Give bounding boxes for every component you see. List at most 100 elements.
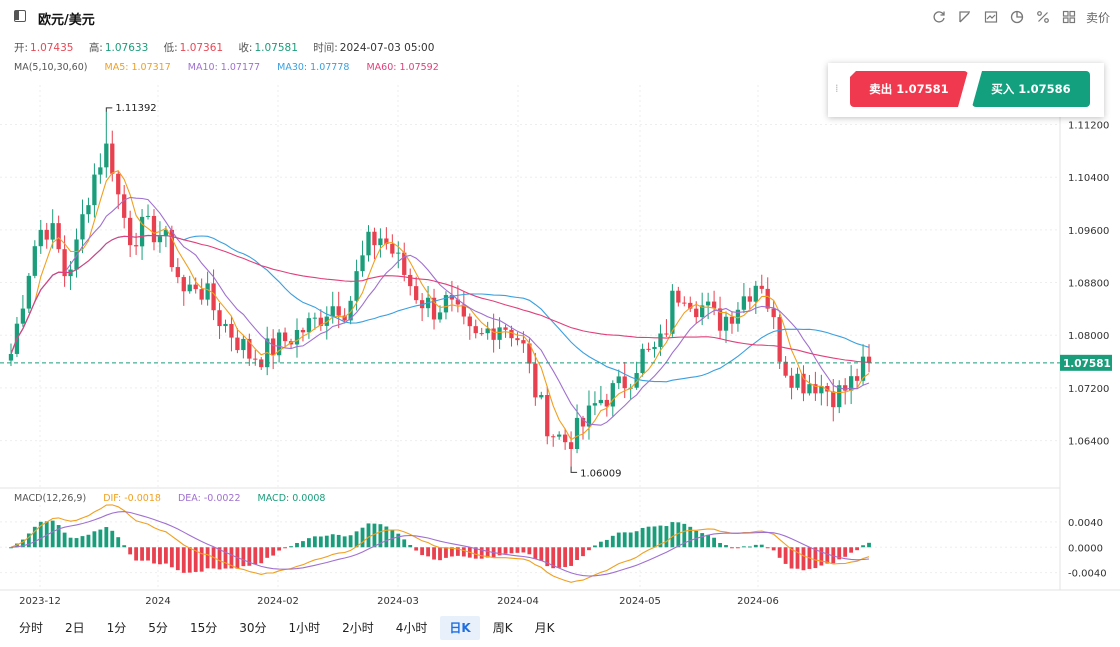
candle-body	[527, 343, 532, 364]
candle-body	[408, 274, 413, 287]
macd-bar	[193, 547, 198, 572]
candle-body	[342, 315, 347, 321]
macd-bar	[587, 547, 591, 551]
candle-body	[741, 296, 747, 310]
period-tab-11[interactable]: 月K	[534, 621, 555, 635]
percent-icon[interactable]	[1032, 7, 1054, 27]
candle-body	[461, 304, 466, 317]
macd-bar	[259, 547, 264, 564]
macd-bar	[32, 526, 37, 548]
period-tab-9[interactable]: 日K	[440, 616, 480, 640]
candle-body	[539, 395, 544, 398]
macd-bar	[747, 546, 752, 548]
indicator-icon[interactable]	[980, 7, 1002, 27]
macd-bar	[795, 547, 800, 569]
macd-bar	[730, 547, 734, 549]
candle-body	[676, 290, 681, 303]
period-tab-8[interactable]: 4小时	[395, 621, 428, 635]
candle-body	[324, 316, 329, 326]
period-tab-0[interactable]: 分时	[19, 621, 44, 635]
candle-body	[473, 326, 478, 334]
period-tab-7[interactable]: 2小时	[342, 621, 374, 635]
macd-bar	[247, 547, 252, 566]
candle-body	[318, 317, 323, 326]
macd-bar	[473, 547, 478, 559]
macd-bar	[700, 533, 705, 548]
macd-bar	[688, 526, 693, 548]
macd-bar	[187, 547, 192, 573]
buy-button[interactable]: 买入 1.07586	[972, 71, 1090, 107]
candle-body	[443, 295, 449, 313]
macd-bar	[503, 547, 508, 554]
candle-body	[843, 385, 848, 391]
macd-bar	[152, 547, 156, 564]
period-tab-6[interactable]: 1小时	[288, 621, 321, 635]
candle-body	[598, 399, 604, 404]
candle-body	[580, 417, 586, 427]
candle-body	[86, 205, 91, 215]
macd-bar	[533, 547, 538, 560]
candle-body	[753, 285, 758, 302]
macd-legend: MACD(12,26,9) DIF: -0.0018 DEA: -0.0022 …	[14, 493, 339, 504]
candle-body	[253, 358, 258, 360]
sell-price-toggle[interactable]: 卖价	[1085, 10, 1110, 25]
candle-body	[723, 316, 729, 331]
ma30-value: MA30: 1.07778	[277, 62, 350, 73]
macd-bar	[432, 547, 436, 560]
high-label: 高:	[88, 42, 103, 54]
x-tick-label: 2024-05	[619, 596, 661, 607]
open-label: 开:	[14, 42, 29, 54]
macd-bar	[134, 547, 139, 561]
candle-body	[831, 391, 836, 408]
macd-bar	[616, 532, 621, 548]
candle-body	[348, 300, 353, 321]
macd-bar	[515, 547, 520, 553]
candle-body	[503, 327, 508, 330]
close-value: 1.07581	[254, 42, 298, 54]
macd-bar	[783, 547, 788, 564]
period-tab-5[interactable]: 30分	[239, 621, 267, 635]
candle-body	[294, 329, 300, 345]
pie-icon[interactable]	[1006, 7, 1028, 27]
macd-tick-label: 0.0000	[1068, 543, 1103, 554]
macd-bar	[128, 547, 133, 555]
macd-bar	[485, 547, 490, 558]
macd-bar	[855, 547, 860, 551]
macd-bar	[444, 547, 448, 558]
refresh-icon[interactable]	[928, 7, 950, 27]
candle-body	[562, 434, 568, 443]
period-tab-10[interactable]: 周K	[492, 621, 513, 635]
sidebar-toggle-icon[interactable]	[14, 10, 26, 22]
candle-body	[467, 316, 472, 327]
toolbar: 卖价	[928, 7, 1112, 27]
candle-body	[711, 301, 717, 309]
candle-body	[133, 245, 139, 247]
candle-body	[241, 338, 246, 351]
macd-bar	[741, 546, 746, 548]
macd-bar	[396, 533, 401, 548]
draw-icon[interactable]	[954, 7, 976, 27]
period-tab-4[interactable]: 15分	[189, 621, 218, 635]
macd-bar	[169, 547, 174, 568]
candle-body	[116, 173, 121, 195]
x-tick-label: 2024-04	[497, 596, 539, 607]
sell-button[interactable]: 卖出 1.07581	[850, 71, 968, 107]
grid-icon[interactable]	[1058, 7, 1080, 27]
close-label: 收:	[238, 42, 253, 54]
period-tab-2[interactable]: 1分	[106, 621, 127, 635]
period-tab-3[interactable]: 5分	[148, 621, 168, 635]
macd-bar	[479, 547, 484, 559]
drag-handle-icon[interactable]: ⁞	[835, 82, 839, 95]
period-tab-1[interactable]: 2日	[65, 621, 85, 635]
macd-bar	[68, 537, 73, 548]
candle-body	[390, 243, 395, 254]
macd-bar	[265, 547, 270, 558]
macd-bar	[789, 547, 794, 569]
candle-body	[312, 317, 318, 319]
candle-body	[193, 284, 198, 290]
y-tick-label: 1.11200	[1068, 121, 1109, 132]
candle-body	[169, 229, 175, 268]
macd-bar	[861, 545, 865, 548]
candle-body	[56, 223, 61, 250]
